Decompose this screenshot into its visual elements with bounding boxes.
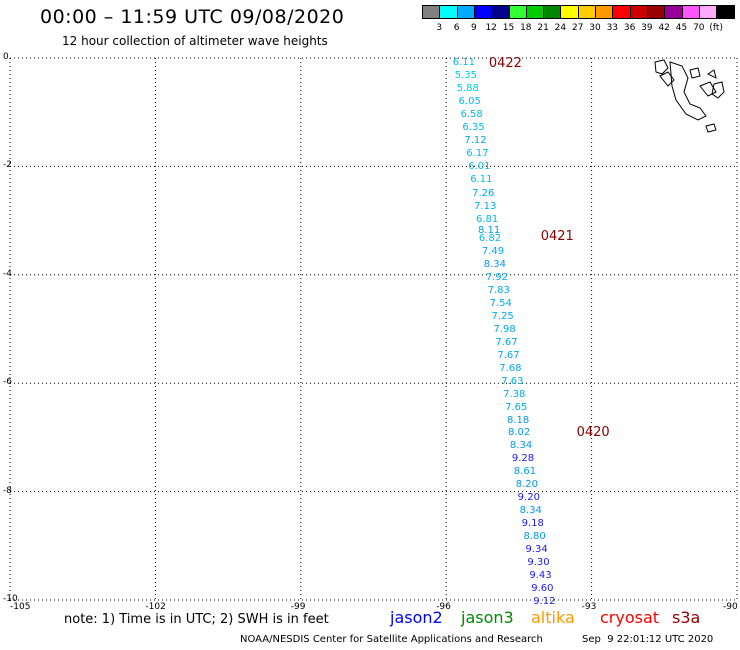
pass-label: 0421: [540, 228, 574, 244]
footer-timestamp: Sep 9 22:01:12 UTC 2020: [582, 634, 714, 645]
wave-height-point: 7.63: [501, 376, 524, 388]
lon-tick-label: -93: [581, 602, 597, 612]
wave-height-point: 7.83: [487, 285, 510, 297]
satellite-name: jason2: [390, 608, 443, 627]
lat-tick-label: -8: [3, 485, 12, 496]
wave-height-point: 9.60: [531, 583, 554, 595]
wave-height-point: 7.54: [489, 298, 512, 310]
wave-height-point: 5.35: [454, 70, 477, 82]
wave-height-point: 7.12: [464, 135, 487, 147]
wave-height-point: 7.38: [503, 389, 526, 401]
satellite-name: cryosat: [600, 608, 660, 627]
wave-height-point: 8.34: [483, 259, 507, 271]
wave-height-point: 7.67: [497, 350, 520, 362]
lon-tick-label: -96: [436, 602, 451, 612]
wave-height-point: 7.67: [495, 337, 518, 349]
wave-height-point: 9.12: [533, 596, 556, 608]
footer-credit: NOAA/NESDIS Center for Satellite Applica…: [240, 634, 543, 645]
wave-height-point: 7.92: [485, 272, 508, 284]
lat-tick-label: -10: [3, 594, 18, 604]
wave-height-point: 8.20: [515, 479, 538, 491]
legend-label: 70: [693, 23, 705, 33]
wave-height-point: 7.49: [481, 246, 505, 258]
island-outline: [707, 69, 717, 79]
wave-height-point: 8.61: [513, 466, 537, 478]
wave-height-point: 6.17: [466, 148, 489, 160]
island-outline: [654, 59, 669, 75]
island-outline: [689, 67, 701, 79]
legend-label: 9: [471, 23, 477, 33]
wave-height-point: 8.11: [477, 225, 501, 237]
wave-height-point: 7.68: [499, 363, 522, 375]
lat-tick-label: -4: [3, 268, 12, 279]
legend-label: 42: [658, 23, 670, 33]
wave-height-point: 6.35: [462, 122, 485, 134]
wave-height-point: 6.81: [476, 213, 499, 225]
legend-label: 27: [571, 23, 584, 33]
wave-height-point: 9.30: [527, 557, 550, 569]
wave-height-point: 6.05: [458, 96, 481, 108]
legend-label: 45: [675, 23, 688, 33]
wave-height-point: 8.34: [509, 440, 533, 452]
island-outline: [659, 71, 675, 87]
wave-height-point: 7.65: [505, 402, 528, 414]
satellite-name: jason3: [461, 608, 514, 627]
legend-label: 30: [589, 23, 601, 33]
legend-label: 3: [436, 23, 443, 33]
satellite-name: altika: [531, 608, 575, 627]
lat-tick-label: -2: [3, 160, 12, 171]
page-subtitle: 12 hour collection of altimeter wave hei…: [62, 34, 328, 48]
legend-label: 24: [554, 23, 567, 33]
note-text: note: 1) Time is in UTC; 2) SWH is in fe…: [64, 612, 329, 627]
wave-height-point: 9.18: [521, 518, 544, 530]
legend-label: 15: [502, 23, 515, 33]
wave-height-point: 9.34: [525, 544, 548, 556]
wave-height-point: 7.13: [474, 200, 497, 212]
wave-height-point: 6.11: [452, 57, 475, 69]
lon-tick-label: -99: [290, 602, 306, 612]
wave-height-point: 8.18: [507, 415, 530, 427]
wave-height-point: 6.58: [460, 109, 483, 121]
island-outline: [711, 81, 725, 99]
wave-height-point: 7.98: [493, 324, 516, 336]
wave-height-point: 7.26: [472, 187, 495, 199]
legend-label: 33: [606, 23, 619, 33]
lon-tick-label: -105: [10, 602, 31, 612]
island-outline: [705, 123, 717, 133]
wave-height-point: 6.11: [470, 174, 493, 186]
lat-tick-label: 0: [3, 52, 9, 62]
legend-label: 21: [537, 23, 549, 33]
wave-height-point: 9.28: [511, 453, 535, 465]
legend-label: 39: [641, 23, 653, 33]
pass-label: 0422: [488, 56, 522, 72]
wave-height-point: 5.88: [456, 83, 479, 95]
wave-height-point: 6.82: [478, 233, 502, 245]
wave-height-point: 8.80: [523, 531, 546, 543]
legend-label: 36: [623, 23, 636, 33]
wave-height-point: 8.02: [507, 427, 531, 439]
island-outline: [699, 81, 717, 97]
lat-tick-label: -6: [3, 377, 12, 388]
lon-tick-label: -102: [145, 602, 166, 612]
legend-label: 12: [485, 23, 497, 33]
pass-label: 0420: [576, 424, 610, 440]
wave-height-point: 9.20: [517, 492, 540, 504]
satellite-name: s3a: [672, 608, 701, 627]
island-outline: [669, 61, 707, 121]
legend-label: 6: [453, 23, 460, 33]
page-title: 00:00 – 11:59 UTC 09/08/2020: [40, 6, 345, 28]
legend-swatch: [716, 5, 736, 19]
legend-unit: (ft): [709, 23, 723, 33]
wave-height-point: 6.01: [468, 161, 491, 173]
legend-label: 18: [520, 23, 532, 33]
wave-height-point: 9.43: [529, 570, 552, 582]
wave-height-point: 7.25: [491, 311, 514, 323]
lon-tick-label: -90: [723, 602, 738, 612]
wave-height-point: 8.34: [519, 505, 542, 517]
